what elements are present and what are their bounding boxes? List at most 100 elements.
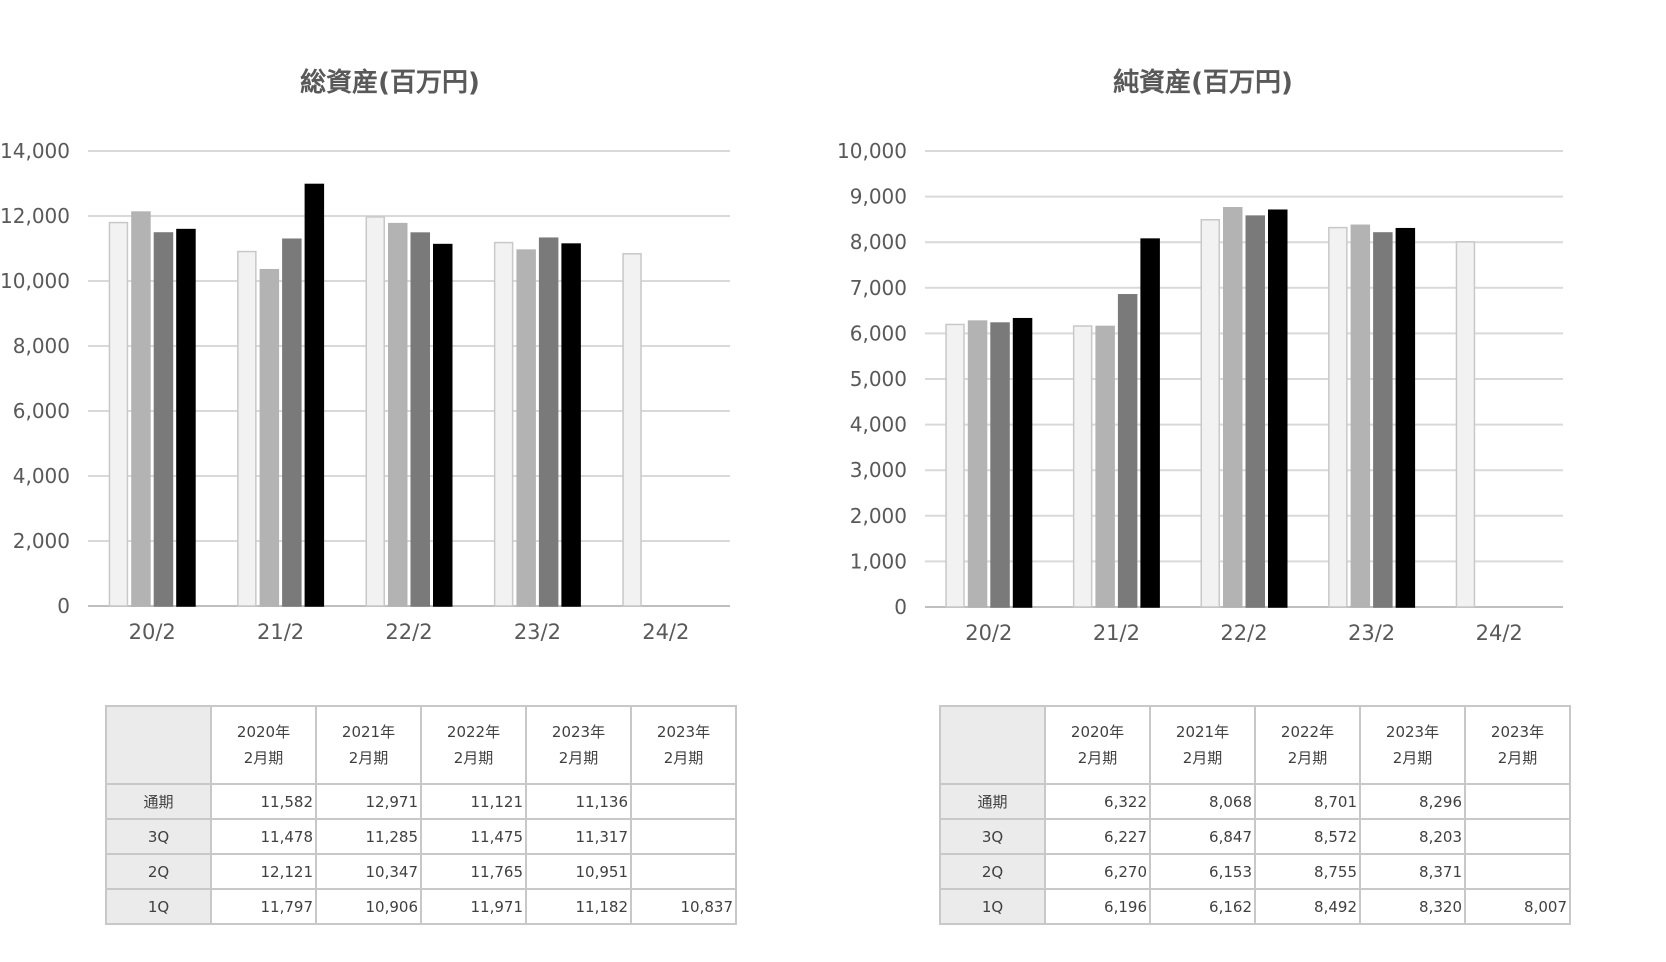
table-cell: 8,492	[1254, 888, 1361, 925]
table-cell: 8,007	[1464, 888, 1571, 925]
total-assets-chart: 総資産(百万円) 0 2,000 4,000 6,000 8,000 10,000 12,0…	[0, 67, 730, 644]
bar	[410, 232, 430, 607]
table-cell: 6,162	[1149, 888, 1256, 925]
table-corner-cell	[105, 705, 212, 785]
bar	[990, 322, 1010, 608]
table-header-cell: 2023年 2月期	[525, 705, 632, 785]
table-cell	[630, 818, 737, 855]
table-row: 1Q 6,196 6,162 8,492 8,320 8,007	[939, 888, 1571, 925]
table-cell: 11,285	[315, 818, 422, 855]
table-cell	[630, 853, 737, 890]
table-cell: 8,320	[1359, 888, 1466, 925]
bar	[1350, 224, 1371, 608]
bar	[1095, 325, 1115, 608]
row-label: 1Q	[939, 888, 1046, 925]
bar	[538, 237, 559, 607]
net-assets-table: 2020年 2月期 2021年 2月期 2022年 2月期 2023年 2月期 2023…	[939, 705, 1571, 925]
y-tick-label: 2,000	[13, 529, 70, 553]
chart-title: 純資産(百万円)	[1113, 67, 1293, 98]
table-cell: 11,317	[525, 818, 632, 855]
table-cell: 11,765	[420, 853, 527, 890]
table-cell: 6,153	[1149, 853, 1256, 890]
bar	[516, 249, 536, 607]
table-row: 2Q 12,121 10,347 11,765 10,951	[105, 853, 737, 890]
y-tick-label: 0	[57, 594, 70, 618]
table-cell: 8,296	[1359, 783, 1466, 820]
table-cell: 8,371	[1359, 853, 1466, 890]
table-row: 3Q 6,227 6,847 8,572 8,203	[939, 818, 1571, 855]
y-tick-label: 0	[894, 595, 907, 619]
net-assets-chart: 純資産(百万円) 0 1,000 2,000 3,000 4,000 5,000 6,000…	[837, 67, 1563, 645]
table-cell: 8,068	[1149, 783, 1256, 820]
y-tick-label: 1,000	[850, 549, 907, 573]
bar	[131, 211, 151, 607]
table-cell: 8,572	[1254, 818, 1361, 855]
table-cell	[1464, 818, 1571, 855]
table-cell: 11,136	[525, 783, 632, 820]
table-cell: 10,951	[525, 853, 632, 890]
y-tick-label: 14,000	[0, 139, 70, 163]
x-tick-label: 21/2	[257, 620, 304, 644]
bar	[1140, 238, 1160, 608]
table-cell: 6,322	[1044, 783, 1151, 820]
total-assets-table: 2020年 2月期 2021年 2月期 2022年 2月期 2023年 2月期 2023…	[105, 705, 737, 925]
bar	[493, 241, 514, 607]
row-label: 通期	[939, 783, 1046, 820]
table-cell	[1464, 853, 1571, 890]
table-cell: 11,182	[525, 888, 632, 925]
y-tick-label: 8,000	[13, 334, 70, 358]
table-cell: 8,203	[1359, 818, 1466, 855]
table-cell: 6,847	[1149, 818, 1256, 855]
table-header-cell: 2020年 2月期	[210, 705, 317, 785]
y-tick-label: 4,000	[850, 413, 907, 437]
x-tick-label: 20/2	[129, 620, 176, 644]
table-cell: 11,797	[210, 888, 317, 925]
x-tick-label: 23/2	[1348, 621, 1395, 645]
y-tick-label: 3,000	[850, 458, 907, 482]
bar	[1328, 226, 1348, 608]
table-cell: 6,196	[1044, 888, 1151, 925]
y-tick-label: 5,000	[850, 367, 907, 391]
bar	[237, 250, 257, 607]
x-tick-label: 24/2	[642, 620, 689, 644]
table-cell: 12,121	[210, 853, 317, 890]
table-cell: 12,971	[315, 783, 422, 820]
y-tick-label: 2,000	[850, 504, 907, 528]
y-tick-label: 7,000	[850, 276, 907, 300]
table-cell: 10,906	[315, 888, 422, 925]
x-tick-label: 23/2	[514, 620, 561, 644]
y-tick-label: 9,000	[850, 185, 907, 209]
y-tick-label: 4,000	[13, 464, 70, 488]
table-cell: 8,755	[1254, 853, 1361, 890]
y-tick-label: 10,000	[837, 139, 907, 163]
table-cell: 11,971	[420, 888, 527, 925]
table-cell: 11,475	[420, 818, 527, 855]
total-assets-panel: 総資産(百万円) 0 2,000 4,000 6,000 8,000 10,000 12,0…	[0, 0, 800, 962]
x-tick-label: 22/2	[1220, 621, 1267, 645]
table-cell: 8,701	[1254, 783, 1361, 820]
table-cell: 6,270	[1044, 853, 1151, 890]
bar	[1455, 241, 1476, 608]
table-cell: 11,582	[210, 783, 317, 820]
bar	[176, 228, 196, 607]
y-tick-label: 8,000	[850, 230, 907, 254]
table-cell	[630, 783, 737, 820]
bar	[561, 243, 581, 607]
row-label: 2Q	[939, 853, 1046, 890]
bar	[1117, 294, 1138, 608]
bar	[304, 183, 325, 607]
row-label: 3Q	[105, 818, 212, 855]
y-tick-label: 10,000	[0, 269, 70, 293]
row-label: 3Q	[939, 818, 1046, 855]
table-row: 通期 11,582 12,971 11,121 11,136	[105, 783, 737, 820]
bar	[1245, 215, 1265, 608]
y-tick-label: 12,000	[0, 204, 70, 228]
table-header-cell: 2021年 2月期	[1149, 705, 1256, 785]
table-row: 通期 6,322 8,068 8,701 8,296	[939, 783, 1571, 820]
bar	[1268, 209, 1288, 608]
table-cell: 6,227	[1044, 818, 1151, 855]
bar	[1373, 232, 1393, 608]
table-header-cell: 2023年 2月期	[630, 705, 737, 785]
bar	[945, 323, 965, 608]
y-tick-label: 6,000	[13, 399, 70, 423]
